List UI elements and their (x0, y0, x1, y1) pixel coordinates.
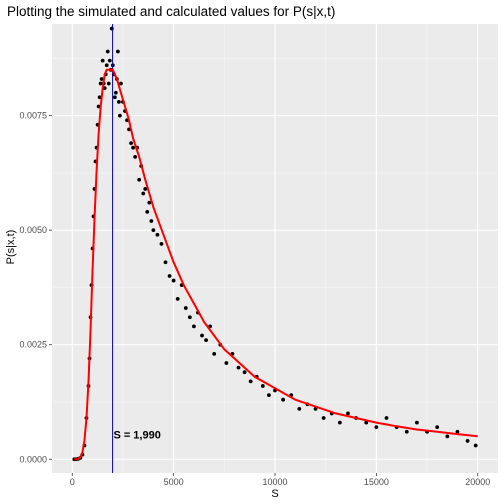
data-point (267, 393, 271, 398)
data-point (159, 242, 164, 246)
data-point (374, 425, 379, 430)
data-point (119, 81, 123, 86)
data-point (151, 228, 156, 233)
data-point (242, 370, 247, 375)
data-point (129, 141, 133, 146)
data-point (107, 58, 112, 63)
data-point (163, 260, 168, 265)
data-point (115, 49, 120, 54)
data-point (147, 200, 152, 205)
data-point (149, 219, 154, 223)
data-point (113, 90, 118, 95)
data-point (171, 278, 176, 283)
data-point (105, 49, 110, 54)
data-point (455, 429, 460, 434)
data-point (260, 384, 265, 388)
x-tick-label: 0 (70, 477, 75, 487)
data-point (236, 365, 241, 370)
data-point (118, 113, 122, 118)
y-tick-label: 0.0075 (19, 111, 47, 121)
data-point (145, 209, 150, 214)
grid (52, 24, 498, 473)
data-point (415, 420, 419, 425)
x-tick-label: 10000 (262, 477, 287, 487)
y-tick-label: 0.0000 (19, 454, 47, 464)
data-point (224, 361, 229, 365)
data-point (187, 315, 192, 320)
y-tick-label: 0.0025 (19, 340, 47, 350)
data-point (297, 406, 302, 411)
data-point (100, 58, 105, 63)
data-point (106, 81, 111, 86)
data-point (364, 420, 369, 425)
data-point (321, 416, 326, 420)
x-tick-label: 15000 (364, 477, 389, 487)
data-point (137, 177, 142, 182)
data-point (143, 187, 148, 191)
chart-title: Plotting the simulated and calculated va… (7, 4, 335, 19)
data-point (192, 324, 196, 329)
data-point (117, 99, 121, 104)
x-axis-label: S (271, 488, 278, 500)
data-point (141, 191, 146, 196)
data-point (112, 95, 117, 100)
data-point (167, 274, 172, 278)
data-point (346, 411, 350, 416)
data-point (404, 429, 409, 434)
data-point (248, 379, 253, 384)
data-point (175, 296, 180, 301)
data-point (200, 333, 204, 338)
data-point (96, 104, 101, 109)
data-point (281, 397, 286, 402)
data-point (98, 81, 103, 86)
data-point (109, 26, 114, 31)
data-point (473, 443, 478, 448)
data-point (445, 434, 450, 439)
data-point (104, 63, 109, 68)
y-axis-label: P(s|x,t) (5, 230, 17, 265)
data-point (155, 232, 160, 237)
data-point (99, 77, 104, 81)
x-tick-label: 20000 (465, 477, 490, 487)
y-tick-label: 0.0050 (19, 225, 47, 235)
data-point (131, 145, 135, 150)
data-marks: S = 1,990 (72, 24, 478, 473)
data-point (212, 351, 217, 356)
vline-annotation: S = 1,990 (113, 430, 160, 442)
data-point (384, 416, 389, 420)
axis-ticks: 0 5000 10000 15000 20000 0.0000 0.0025 0.0050 0.… (19, 111, 490, 487)
data-point (183, 306, 188, 310)
data-point (337, 420, 342, 425)
data-point (465, 439, 470, 443)
calculated-curve (74, 68, 478, 461)
data-point (133, 154, 138, 159)
data-point (204, 338, 208, 343)
data-point (435, 425, 440, 430)
x-tick-label: 5000 (164, 477, 184, 487)
